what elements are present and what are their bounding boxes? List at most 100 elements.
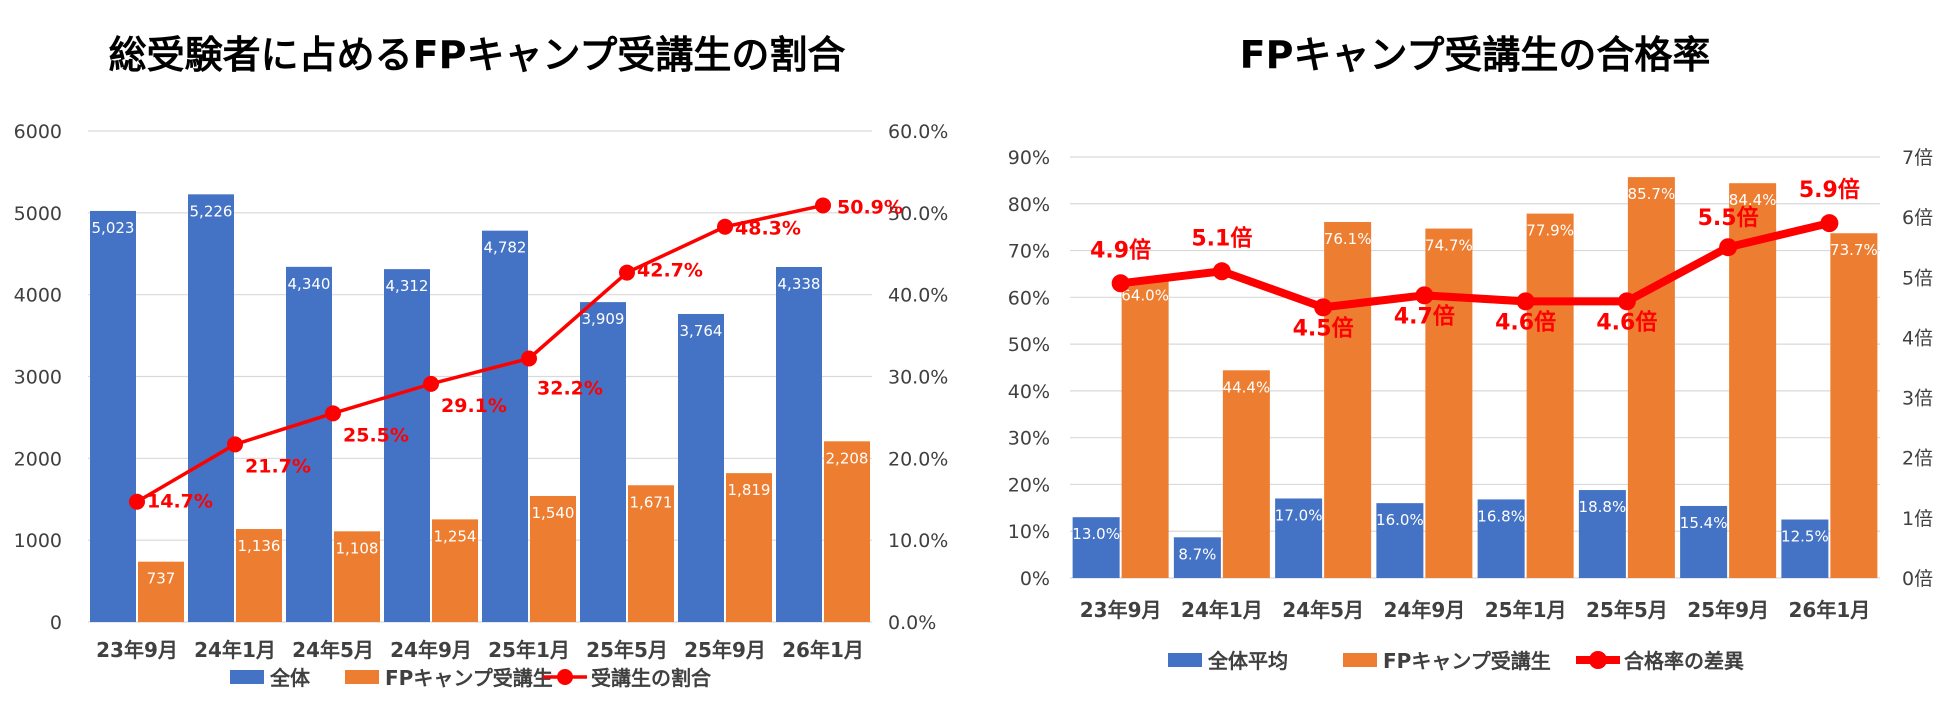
line-data-label: 50.9%: [837, 196, 903, 218]
y-right-tick-label: 6倍: [1902, 207, 1933, 229]
bar: [824, 441, 870, 622]
legend: 全体平均 FPキャンプ受講生 合格率の差異: [1168, 649, 1744, 673]
line-point: [423, 375, 439, 392]
x-tick-label: 24年9月: [390, 638, 472, 662]
bar-data-label: 1,540: [532, 504, 575, 522]
y-right-tick-label: 2倍: [1902, 448, 1933, 470]
line-data-label: 21.7%: [245, 455, 311, 477]
y-axis-right: 0.0% 10.0% 20.0% 30.0% 40.0% 50.0% 60.0%: [888, 121, 948, 634]
line-data-label: 5.9倍: [1799, 177, 1860, 203]
y-left-tick-label: 0: [50, 612, 62, 634]
y-left-tick-label: 40%: [1008, 381, 1050, 403]
line-series: 4.9倍 5.1倍 4.5倍 4.7倍 4.6倍 4.6倍 5.5倍 5.9倍: [1090, 177, 1860, 341]
y-right-tick-label: 1倍: [1902, 508, 1933, 530]
legend-swatch: [1343, 653, 1377, 667]
x-tick-label: 25年9月: [1687, 598, 1769, 622]
y-right-tick-label: 0.0%: [888, 612, 936, 634]
y-left-tick-label: 6000: [14, 121, 62, 143]
line-data-label: 29.1%: [441, 395, 507, 417]
bar-data-label: 16.8%: [1477, 507, 1525, 525]
x-tick-label: 26年1月: [782, 638, 864, 662]
line-data-label: 4.7倍: [1394, 303, 1455, 329]
legend-marker: [557, 669, 573, 685]
bar: [1680, 505, 1728, 578]
bar: [384, 269, 430, 622]
bar-data-label: 4,338: [778, 275, 821, 293]
bar-data-label: 84.4%: [1729, 191, 1777, 209]
line-point: [1820, 214, 1839, 233]
legend: 全体 FPキャンプ受講生 受講生の割合: [230, 666, 712, 690]
bar: [678, 313, 724, 622]
bar: [1425, 228, 1473, 578]
y-right-tick-label: 5倍: [1902, 267, 1933, 289]
bar-data-label: 3,909: [582, 310, 625, 328]
bar: [530, 495, 576, 622]
y-right-tick-label: 40.0%: [888, 285, 948, 307]
bar: [482, 230, 528, 622]
y-left-tick-label: 3000: [14, 367, 62, 389]
bar: [1324, 222, 1372, 578]
bar-data-label: 737: [147, 570, 176, 588]
bar-data-label: 17.0%: [1275, 506, 1323, 524]
bar-data-label: 4,782: [484, 239, 527, 257]
legend-label: 全体: [269, 666, 311, 690]
bar: [1121, 278, 1169, 578]
bar-data-label: 64.0%: [1121, 287, 1169, 305]
bar: [286, 266, 332, 622]
y-left-tick-label: 4000: [14, 285, 62, 307]
y-left-tick-label: 5000: [14, 203, 62, 225]
line-point: [1314, 298, 1333, 317]
y-right-tick-label: 0倍: [1902, 568, 1933, 590]
bar-data-label: 1,136: [238, 537, 281, 555]
line-data-label: 4.6倍: [1596, 309, 1657, 335]
x-tick-label: 24年1月: [1181, 598, 1263, 622]
chart-pass-rate: FPキャンプ受講生の合格率 0% 10% 20% 30% 40% 50% 60% 70% 80%…: [1008, 33, 1933, 673]
y-right-tick-label: 30.0%: [888, 367, 948, 389]
y-left-tick-label: 2000: [14, 448, 62, 470]
line-point: [1516, 292, 1535, 311]
bar-data-label: 4,312: [386, 277, 429, 295]
line-point: [717, 218, 733, 235]
y-left-tick-label: 90%: [1008, 147, 1050, 169]
y-left-tick-label: 20%: [1008, 474, 1050, 496]
line-point: [1111, 274, 1130, 293]
y-left-tick-label: 80%: [1008, 194, 1050, 216]
bar: [90, 210, 136, 622]
bar: [1477, 499, 1525, 578]
chart-share-of-examinees: 総受験者に占めるFPキャンプ受講生の割合 0 1000 2000 3000 4000 50…: [14, 33, 949, 690]
line-point: [1415, 286, 1434, 305]
bar: [138, 561, 184, 622]
bar-data-label: 85.7%: [1628, 185, 1676, 203]
bars: 5,023 5,226 4,340 4,312 4,782 3,909 3,764 4,338…: [90, 194, 870, 623]
line-point: [1617, 292, 1636, 311]
x-tick-label: 23年9月: [96, 638, 178, 662]
bar-data-label: 16.0%: [1376, 511, 1424, 529]
bar: [1627, 177, 1675, 578]
y-right-tick-label: 50.0%: [888, 203, 948, 225]
y-left-tick-label: 30%: [1008, 428, 1050, 450]
y-right-tick-label: 10.0%: [888, 530, 948, 552]
bar: [1173, 537, 1221, 578]
bar-data-label: 1,254: [434, 527, 477, 545]
y-left-tick-label: 60%: [1008, 287, 1050, 309]
line-point: [129, 493, 145, 510]
line-point: [815, 197, 831, 214]
legend-swatch: [1168, 653, 1202, 667]
bar: [1781, 519, 1829, 578]
bar: [1072, 517, 1120, 578]
bar: [1222, 370, 1270, 578]
line-point: [227, 436, 243, 453]
y-right-tick-label: 3倍: [1902, 388, 1933, 410]
legend-swatch: [345, 670, 379, 684]
y-axis-left: 0% 10% 20% 30% 40% 50% 60% 70% 80% 90%: [1008, 147, 1050, 590]
bar: [776, 267, 822, 622]
line-data-label: 48.3%: [735, 218, 801, 240]
series-line: [136, 203, 824, 504]
bar: [188, 194, 234, 623]
line-point: [325, 405, 341, 422]
bar-data-label: 13.0%: [1072, 525, 1120, 543]
bar-data-label: 5,023: [92, 219, 135, 237]
bar-data-label: 1,819: [728, 481, 771, 499]
bar-data-label: 73.7%: [1830, 241, 1878, 259]
y-axis-left: 0 1000 2000 3000 4000 5000 6000: [14, 121, 62, 634]
